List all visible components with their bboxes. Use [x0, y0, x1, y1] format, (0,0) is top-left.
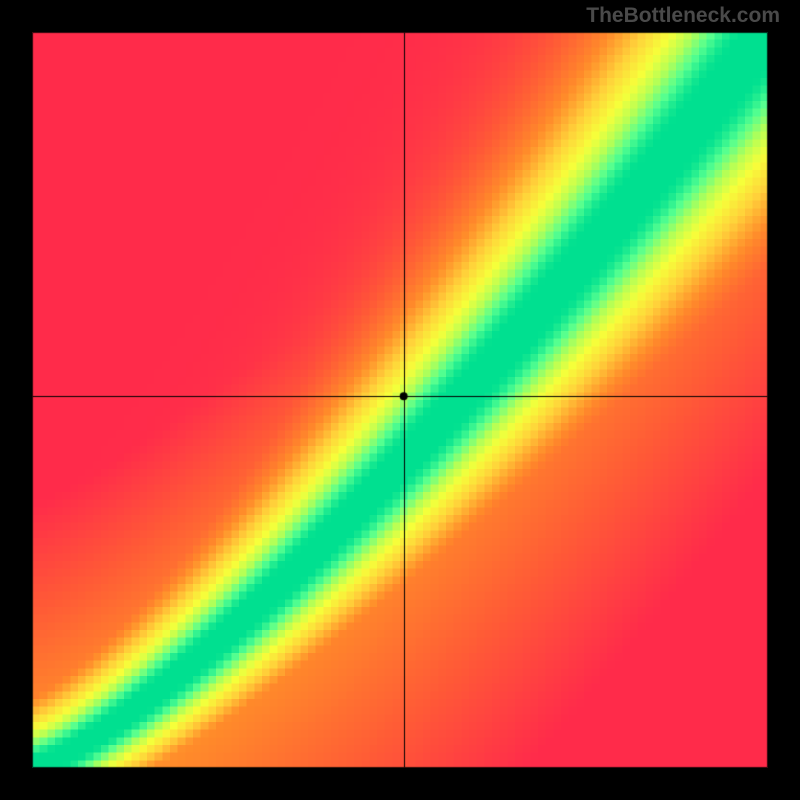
- chart-container: { "canvas": { "width": 800, "height": 80…: [0, 0, 800, 800]
- crosshair-overlay: [0, 0, 800, 800]
- watermark-text: TheBottleneck.com: [586, 4, 780, 28]
